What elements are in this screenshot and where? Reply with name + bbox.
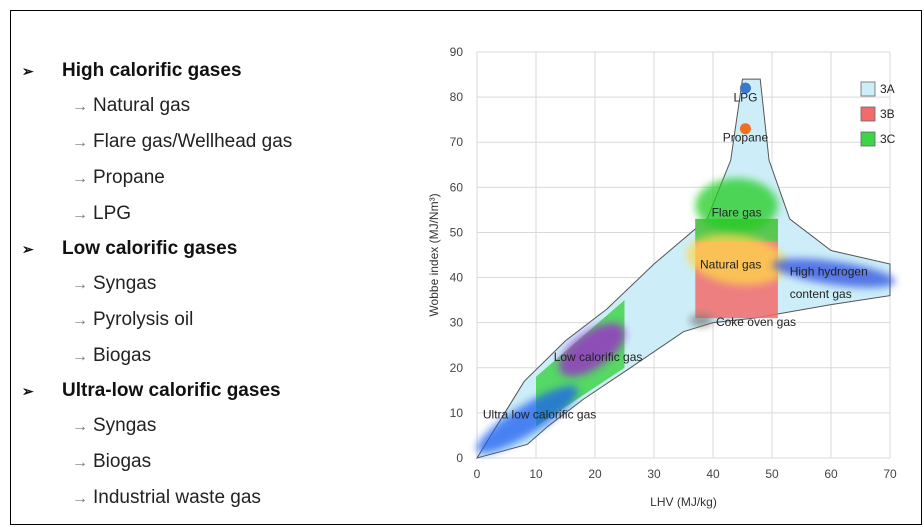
arrow-right-icon: → [72, 134, 88, 151]
x-tick-label: 70 [883, 467, 897, 481]
x-tick-label: 10 [529, 467, 543, 481]
y-tick-label: 60 [450, 180, 464, 194]
arrowhead-bullet-icon: ➢ [22, 63, 34, 79]
x-tick-label: 60 [824, 467, 838, 481]
group-high-calorific: ➢ High calorific gases → Natural gas → Flar… [22, 54, 412, 232]
arrow-right-icon: → [72, 206, 88, 223]
group-ultra-low-calorific: ➢ Ultra-low calorific gases → Syngas → Biog… [22, 374, 412, 516]
legend-label: 3A [880, 82, 895, 96]
zone-coke-oven-gas [689, 314, 713, 327]
point-lpg [739, 82, 751, 94]
group-title: ➢ Ultra-low calorific gases [22, 374, 412, 408]
x-tick-label: 0 [474, 467, 481, 481]
x-tick-label: 40 [706, 467, 720, 481]
list-item: → Pyrolysis oil [72, 309, 194, 330]
zone-low-calorific-gas [558, 323, 626, 377]
y-axis-label: Wobbe index (MJ/Nm³) [427, 193, 441, 316]
list-item: → Industrial waste gas [72, 487, 261, 508]
y-tick-label: 70 [450, 135, 464, 149]
legend-label: 3C [880, 132, 896, 146]
legend-swatch [860, 106, 876, 122]
list-item: → Biogas [72, 345, 152, 366]
zone-flare-gas [695, 178, 778, 233]
arrow-right-icon: → [72, 348, 88, 365]
chart-points [739, 82, 751, 135]
y-tick-label: 50 [450, 225, 464, 239]
arrow-right-icon: → [72, 454, 88, 471]
group-title: ➢ High calorific gases [22, 54, 412, 88]
arrow-right-icon: → [72, 170, 88, 187]
gas-category-list: ➢ High calorific gases → Natural gas → Flar… [22, 54, 412, 516]
chart-labels: LPG Propane Flare gas Natural gas High hydro… [483, 91, 868, 422]
y-tick-label: 90 [450, 45, 464, 59]
arrow-right-icon: → [72, 276, 88, 293]
list-item: → Flare gas/Wellhead gas [72, 131, 293, 152]
list-item: → Propane [72, 167, 165, 188]
arrow-right-icon: → [72, 312, 88, 329]
data-label: Coke oven gas [716, 315, 796, 329]
data-label: Natural gas [700, 258, 761, 272]
arrow-right-icon: → [72, 98, 88, 115]
x-tick-label: 50 [765, 467, 779, 481]
group-low-calorific: ➢ Low calorific gases → Syngas → Pyrolysis … [22, 232, 412, 374]
chart-zones [476, 178, 896, 454]
arrow-right-icon: → [72, 418, 88, 435]
list-item: → Natural gas [72, 95, 191, 116]
data-label: content gas [790, 287, 852, 301]
point-propane [739, 123, 751, 135]
zone-high-hydrogen-content-gas [772, 258, 896, 288]
y-tick-label: 0 [456, 451, 463, 465]
wobbe-index-chart: 0 10 20 30 40 50 60 70 0 10 20 30 40 50 60 70 80 90 LPG Pr… [427, 45, 897, 509]
list-item: → Syngas [72, 273, 157, 294]
y-tick-label: 30 [450, 316, 464, 330]
y-tick-label: 40 [450, 271, 464, 285]
x-tick-label: 20 [588, 467, 602, 481]
zone-ultra-low-calorific-gas [476, 386, 578, 454]
zone-natural-gas [686, 233, 787, 286]
list-item: → LPG [72, 203, 132, 224]
chart-ticks: 0 10 20 30 40 50 60 70 0 10 20 30 40 50 60 70 80 90 [450, 45, 897, 481]
y-tick-label: 10 [450, 406, 464, 420]
data-label: Ultra low calorific gas [483, 407, 596, 421]
x-tick-label: 30 [647, 467, 661, 481]
arrow-right-icon: → [72, 490, 88, 507]
data-label: Low calorific gas [554, 350, 643, 364]
legend-swatch [860, 131, 876, 147]
y-tick-label: 80 [450, 90, 464, 104]
legend-swatch [860, 81, 876, 97]
list-item: → Biogas [72, 451, 152, 472]
data-label: LPG [733, 91, 757, 105]
data-label: High hydrogen [790, 264, 868, 278]
arrowhead-bullet-icon: ➢ [22, 383, 34, 399]
chart-legend: 3A 3B 3C [860, 81, 896, 147]
data-label: Flare gas [712, 206, 762, 220]
arrowhead-bullet-icon: ➢ [22, 241, 34, 257]
list-item: → Syngas [72, 415, 157, 436]
x-axis-label: LHV (MJ/kg) [650, 495, 717, 509]
y-tick-label: 20 [450, 361, 464, 375]
data-label: Propane [723, 130, 769, 144]
legend-label: 3B [880, 107, 895, 121]
group-title: ➢ Low calorific gases [22, 232, 412, 266]
